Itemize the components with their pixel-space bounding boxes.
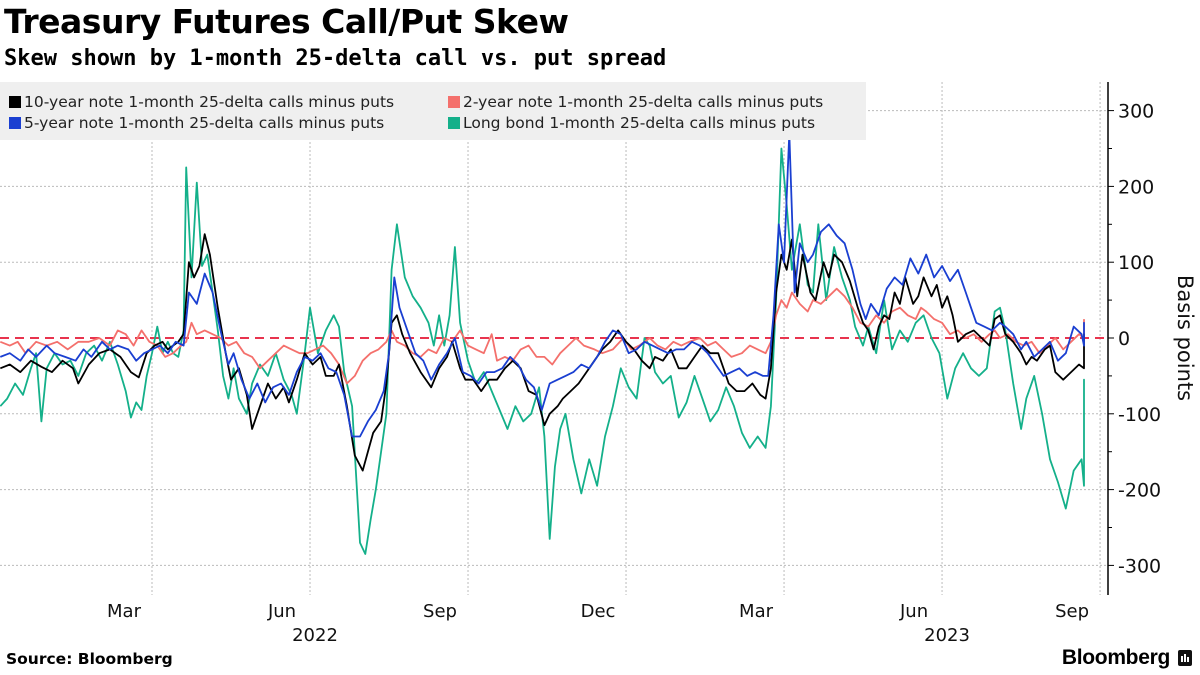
bloomberg-chart-icon (1178, 650, 1192, 666)
legend-label-long-bond: Long bond 1-month 25-delta calls minus p… (463, 114, 816, 132)
legend-item-5y: 5-year note 1-month 25-delta calls minus… (9, 113, 384, 133)
bloomberg-logo: Bloomberg (1062, 646, 1192, 670)
legend-swatch-5y (9, 117, 21, 129)
x-tick-label: Jun (899, 601, 928, 622)
legend-swatch-2y (448, 96, 460, 108)
y-axis-label: Basis points (1173, 275, 1197, 401)
y-tick-label: 200 (1118, 176, 1154, 198)
x-tick-label: Dec (581, 601, 616, 622)
logo-text: Bloomberg (1061, 646, 1170, 669)
x-tick-label: Jun (267, 601, 296, 622)
y-axis: 300 200 100 0 -100 -200 -300 Basis points (1107, 82, 1197, 595)
source-note: Source: Bloomberg (6, 650, 173, 668)
chart-title: Treasury Futures Call/Put Skew (4, 2, 569, 41)
y-tick-label: 0 (1118, 328, 1130, 350)
chart-subtitle: Skew shown by 1-month 25-delta call vs. … (4, 46, 667, 71)
legend-item-long-bond: Long bond 1-month 25-delta calls minus p… (448, 113, 815, 133)
legend-label-10y: 10-year note 1-month 25-delta calls minu… (24, 93, 395, 111)
x-tick-label: Sep (1055, 601, 1089, 622)
x-tick-label: Mar (107, 601, 142, 622)
x-axis: Mar Jun Sep Dec Mar Jun Sep 2022 2023 (107, 601, 1089, 646)
series-10y-line (0, 233, 1085, 472)
y-tick-label: -100 (1118, 404, 1161, 426)
y-tick-label: 100 (1118, 252, 1154, 274)
legend-label-5y: 5-year note 1-month 25-delta calls minus… (24, 114, 385, 132)
x-tick-label: Sep (423, 601, 457, 622)
y-tick-label: 300 (1118, 101, 1154, 123)
y-tick-label: -300 (1118, 555, 1161, 577)
x-year-label: 2023 (924, 625, 970, 646)
series-5y-line (0, 132, 1085, 438)
y-tick-label: -200 (1118, 480, 1161, 502)
series-2y-line (0, 287, 1085, 385)
x-tick-label: Mar (739, 601, 774, 622)
legend-item-10y: 10-year note 1-month 25-delta calls minu… (9, 92, 394, 112)
legend-swatch-long-bond (448, 117, 460, 129)
legend-item-2y: 2-year note 1-month 25-delta calls minus… (448, 92, 823, 112)
series-group (0, 132, 1085, 555)
legend: 10-year note 1-month 25-delta calls minu… (0, 82, 866, 140)
legend-label-2y: 2-year note 1-month 25-delta calls minus… (463, 93, 824, 111)
legend-swatch-10y (9, 96, 21, 108)
series-long-bond-line (0, 147, 1085, 555)
x-year-label: 2022 (292, 625, 338, 646)
